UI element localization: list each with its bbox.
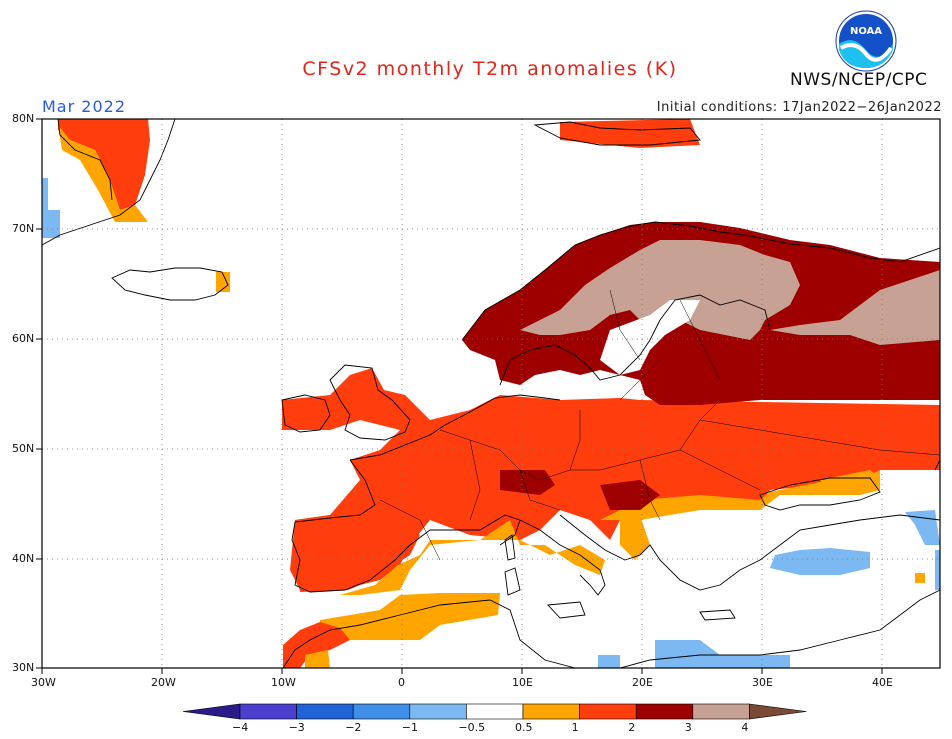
greenland-orange [58, 125, 148, 222]
colorbar-tick-label: −3 [288, 721, 305, 734]
lon-label: 30W [31, 676, 56, 689]
lon-label: 10W [271, 676, 296, 689]
iceland-warm [216, 272, 230, 292]
map-frame [41, 118, 941, 669]
lon-label: 30E [752, 676, 773, 689]
colorbar-bin [466, 703, 524, 720]
lat-label: 60N [12, 332, 35, 345]
lon-label: 0 [398, 676, 405, 689]
colorbar-tick-label: 2 [628, 721, 636, 734]
initial-conditions: Initial conditions: 17Jan2022−26Jan2022 [656, 100, 942, 115]
colorbar-min-arrow [182, 703, 241, 720]
colorbar-bin [296, 703, 354, 720]
cool-turkey [770, 548, 870, 575]
colorbar-bin [239, 703, 297, 720]
colorbar-max-arrow [749, 703, 807, 720]
lat-label: 70N [12, 222, 35, 235]
noaa-logo: NOAA [835, 10, 897, 72]
lon-label: 20E [632, 676, 653, 689]
colorbar-tick-label: −1 [401, 721, 419, 734]
scandinavia-tan [520, 240, 800, 340]
map-title: CFSv2 monthly T2m anomalies (K) [302, 58, 678, 80]
colorbar-tick-label: 3 [684, 721, 692, 734]
europe-warm [282, 368, 940, 590]
colorbar-tick-label: 4 [741, 721, 749, 734]
lon-label: 20W [151, 676, 176, 689]
valid-month: Mar 2022 [42, 97, 126, 116]
greenland-warm [58, 119, 150, 210]
cool-greenland [42, 178, 48, 238]
colorbar-bin [409, 703, 467, 720]
logo-text: NOAA [850, 26, 882, 37]
colorbar [182, 703, 807, 720]
colorbar-tick-label: 1 [571, 721, 579, 734]
country-borders [379, 289, 940, 561]
lat-label: 40N [12, 552, 35, 565]
colorbar-bin [692, 703, 750, 720]
colorbar-bin [522, 703, 580, 720]
lon-label: 10E [512, 676, 533, 689]
colorbar-bin [579, 703, 637, 720]
colorbar-bin [635, 703, 694, 720]
agency-label: NWS/NCEP/CPC [790, 70, 928, 90]
colorbar-tick-label: −2 [345, 721, 362, 734]
colorbar-tick-label: 0.5 [515, 721, 533, 734]
lat-label: 50N [12, 442, 35, 455]
colorbar-bin [352, 703, 411, 720]
anomaly-shading [42, 119, 940, 668]
colorbar-tick-label: −4 [232, 721, 249, 734]
lon-label: 40E [872, 676, 893, 689]
lat-label: 80N [12, 112, 35, 125]
coastlines [42, 119, 940, 668]
lat-label: 30N [12, 661, 35, 674]
med-orange [340, 520, 605, 595]
colorbar-tick-label: −0.5 [458, 721, 486, 734]
